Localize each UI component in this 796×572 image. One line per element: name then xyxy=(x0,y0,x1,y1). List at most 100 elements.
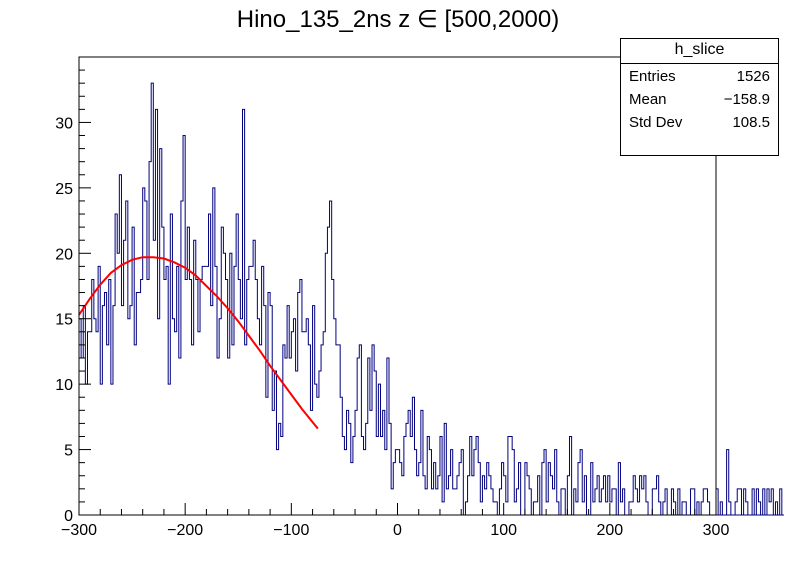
histogram-bin xyxy=(111,384,113,515)
histogram-bin xyxy=(402,476,404,515)
histogram-bin xyxy=(425,489,427,515)
histogram-outline xyxy=(78,82,784,516)
histogram-bin xyxy=(147,279,149,515)
histogram-bin xyxy=(291,332,293,515)
histogram-bin xyxy=(266,397,268,515)
histogram-bin xyxy=(141,279,143,515)
stats-row-entries: Entries 1526 xyxy=(621,64,778,87)
histogram-bin xyxy=(172,319,174,515)
y-tick-label: 0 xyxy=(64,508,73,525)
histogram-bin xyxy=(276,450,278,515)
x-tick-label: −200 xyxy=(167,522,203,539)
histogram-bin xyxy=(553,489,555,515)
histogram-bin xyxy=(582,502,584,515)
histogram-bin xyxy=(485,489,487,515)
histogram-bin xyxy=(654,489,656,515)
histogram-bin xyxy=(204,266,206,515)
histogram-bin xyxy=(769,502,771,515)
histogram-bin xyxy=(514,502,516,515)
histogram-bin xyxy=(317,397,319,515)
histogram-bin xyxy=(121,306,123,515)
y-tick-label: 5 xyxy=(64,443,73,460)
histogram-bin xyxy=(117,253,119,515)
histogram-bin xyxy=(128,319,130,515)
histogram-bin xyxy=(506,502,508,515)
x-tick-label: 200 xyxy=(596,522,623,539)
stats-row-mean: Mean −158.9 xyxy=(621,87,778,110)
histogram-bin xyxy=(344,450,346,515)
histogram-bin xyxy=(289,358,291,515)
histogram-bin xyxy=(281,436,283,515)
histogram-bin xyxy=(217,358,219,515)
histogram-bin xyxy=(90,332,92,515)
stats-label: Entries xyxy=(629,68,676,85)
y-tick-label: 25 xyxy=(55,181,73,198)
histogram-bin xyxy=(245,345,247,515)
histogram-bin xyxy=(249,266,251,515)
histogram-bin xyxy=(304,332,306,515)
histogram-bin xyxy=(336,345,338,515)
histogram-bin xyxy=(251,266,253,515)
histogram-bin xyxy=(442,502,444,515)
stats-value: 108.5 xyxy=(732,114,770,131)
histogram-bin xyxy=(296,371,298,515)
histogram-bin xyxy=(536,502,538,515)
histogram-bin xyxy=(107,345,109,515)
histogram-bin xyxy=(410,436,412,515)
histogram-bin xyxy=(202,266,204,515)
histogram-bin xyxy=(138,293,140,515)
stats-value: −158.9 xyxy=(723,91,770,108)
histogram-bin xyxy=(453,489,455,515)
histogram-bin xyxy=(431,489,433,515)
histogram-bin xyxy=(206,266,208,515)
histogram-bin xyxy=(153,240,155,515)
histogram-bin xyxy=(228,358,230,515)
histogram-bin xyxy=(493,502,495,515)
histogram-bin xyxy=(364,450,366,515)
histogram-bin xyxy=(164,279,166,515)
histogram-bin xyxy=(168,384,170,515)
histogram-bin xyxy=(599,502,601,515)
histogram-bin xyxy=(593,502,595,515)
y-tick-label: 20 xyxy=(55,246,73,263)
histogram-bin xyxy=(385,450,387,515)
stats-box: h_slice Entries 1526 Mean −158.9 Std Dev… xyxy=(620,38,779,156)
histogram-bin xyxy=(253,240,255,515)
histogram-bin xyxy=(436,489,438,515)
histogram-bin xyxy=(323,332,325,515)
x-tick-label: −300 xyxy=(61,522,97,539)
x-tick-label: 300 xyxy=(703,522,730,539)
histogram-bin xyxy=(446,489,448,515)
histogram-bin xyxy=(351,463,353,515)
histogram-bin xyxy=(310,410,312,515)
histogram-bin xyxy=(211,306,213,515)
histogram-bin xyxy=(620,502,622,515)
histogram-bin xyxy=(334,319,336,515)
histogram-bin xyxy=(370,410,372,515)
stats-label: Std Dev xyxy=(629,114,683,131)
y-tick-label: 10 xyxy=(55,377,73,394)
stats-label: Mean xyxy=(629,91,667,108)
stats-value: 1526 xyxy=(736,68,770,85)
histogram-bin xyxy=(179,358,181,515)
histogram-bin xyxy=(642,489,644,515)
x-tick-label: −100 xyxy=(273,522,309,539)
histogram-bin xyxy=(100,384,102,515)
x-tick-label: 100 xyxy=(490,522,517,539)
histogram-bin xyxy=(185,279,187,515)
chart-title: Hino_135_2ns z ∈ [500,2000) xyxy=(236,6,560,33)
histogram-bin xyxy=(272,410,274,515)
histogram-bin xyxy=(223,253,225,515)
histogram-bin xyxy=(175,332,177,515)
histogram-bin xyxy=(406,423,408,515)
histogram-bin xyxy=(302,332,304,515)
histogram-bin xyxy=(327,227,329,515)
histogram-bin xyxy=(472,476,474,515)
stats-box-title: h_slice xyxy=(621,39,778,64)
histogram-bin xyxy=(606,502,608,515)
histogram-bin xyxy=(455,489,457,515)
histogram-bin xyxy=(376,436,378,515)
histogram-bin xyxy=(240,319,242,515)
histogram-bin xyxy=(96,332,98,515)
